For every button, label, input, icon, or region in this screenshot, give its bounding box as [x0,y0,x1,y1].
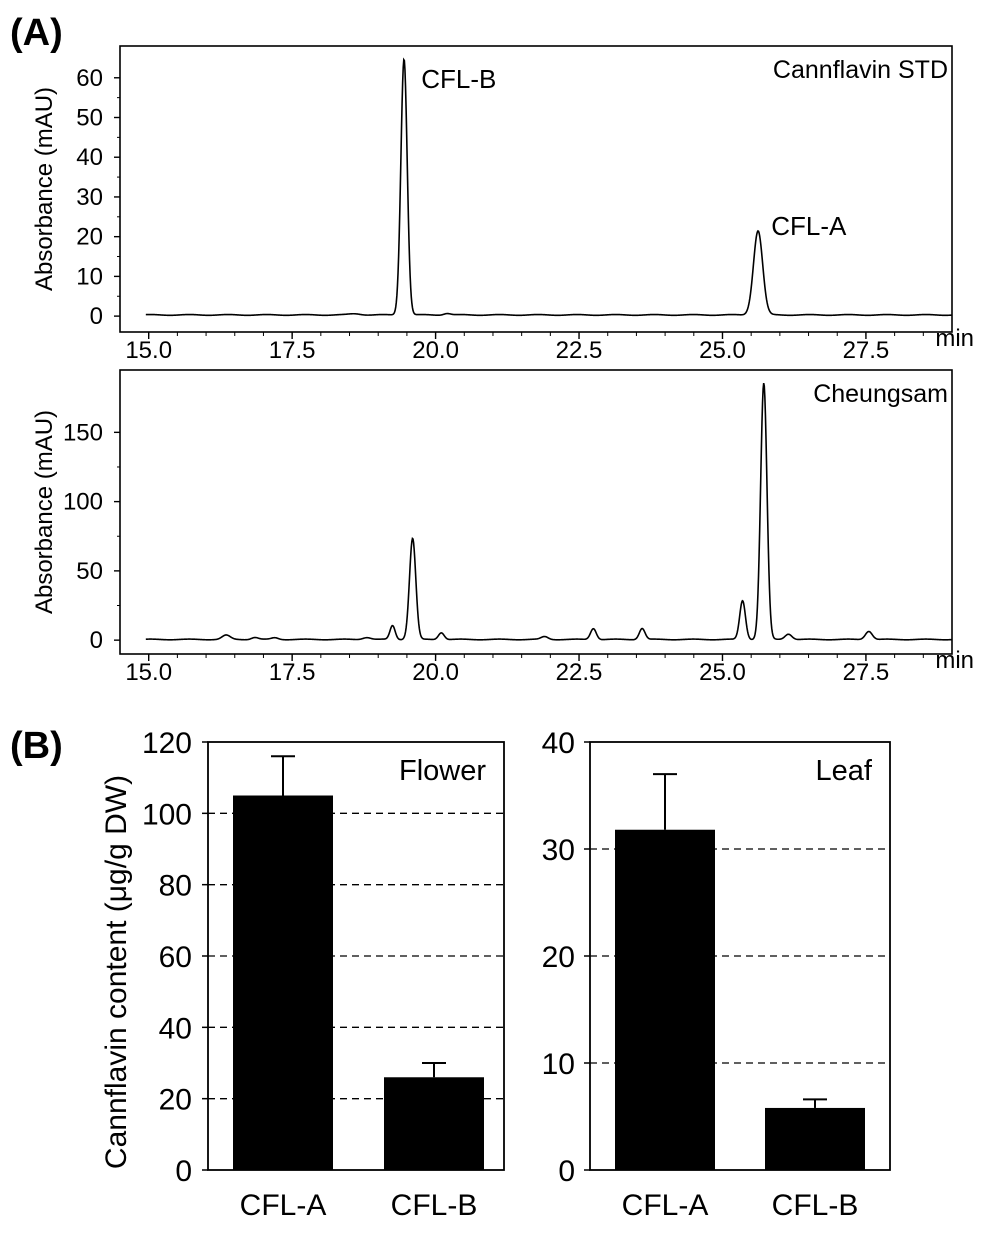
x-tick-label: 25.0 [699,337,746,364]
y-tick-label: 150 [63,419,103,446]
x-axis-label: min [935,647,974,674]
panel-label-b: (B) [10,725,63,767]
x-tick-label: 22.5 [556,659,603,686]
x-tick-label: 27.5 [843,659,890,686]
y-axis-label: Absorbance (mAU) [31,87,58,291]
x-tick-label: 17.5 [269,659,316,686]
chromatogram-cheungsam: 0 50 100 150 15.0 17.5 20.0 22.5 25.0 27.5 min Abso… [31,369,974,686]
x-tick-label: 25.0 [699,659,746,686]
x-tick-label: 20.0 [412,337,459,364]
chart-title: Flower [399,755,486,787]
x-axis-label: min [935,325,974,352]
y-tick-label: 100 [142,798,192,831]
chart-title: Cannflavin STD [773,56,948,84]
y-tick-label: 50 [76,558,103,585]
y-tick-label: 40 [76,144,103,171]
chart-title: Leaf [816,755,873,787]
bar-cfl-b [384,1077,484,1170]
bar-chart-leaf: CFL-A CFL-B 0 10 20 30 40 Leaf [542,727,891,1222]
peak-label: CFL-B [421,64,496,94]
y-tick-label: 10 [76,263,103,290]
y-axis-label: Cannflavin content (μg/g DW) [100,775,133,1169]
bar-cfl-a [233,795,333,1170]
plot-frame [119,45,953,333]
x-tick-label: 15.0 [125,659,172,686]
y-tick-label: 100 [63,489,103,516]
bar-cfl-a [615,829,715,1170]
y-tick-label: 50 [76,105,103,132]
peak-label: CFL-A [771,211,847,241]
category-label: CFL-A [622,1189,709,1222]
chromatogram-trace [145,57,953,317]
y-tick-label: 20 [542,941,575,974]
chromatogram-cannflavin-std: 0 10 20 30 40 50 60 15.0 17.5 20.0 22.5 25.0 27.5 min… [31,45,974,364]
bar-cfl-b [765,1107,865,1170]
y-tick-label: 20 [76,224,103,251]
y-tick-label: 120 [142,727,192,760]
x-tick-label: 17.5 [269,337,316,364]
category-label: CFL-B [391,1189,478,1222]
y-tick-label: 0 [558,1155,575,1188]
y-tick-label: 40 [542,727,575,760]
y-tick-label: 60 [76,65,103,92]
y-tick-label: 0 [90,303,103,330]
y-tick-label: 20 [159,1084,192,1117]
y-tick-label: 10 [542,1048,575,1081]
y-tick-label: 60 [159,941,192,974]
plot-frame [119,369,953,655]
category-label: CFL-A [240,1189,327,1222]
y-tick-label: 30 [76,184,103,211]
category-label: CFL-B [772,1189,859,1222]
x-tick-label: 15.0 [125,337,172,364]
y-tick-label: 0 [175,1155,192,1188]
panel-label-a: (A) [10,12,63,54]
y-tick-label: 40 [159,1012,192,1045]
y-axis-label: Absorbance (mAU) [31,410,58,614]
y-tick-label: 30 [542,834,575,867]
chart-title: Cheungsam [813,380,948,408]
y-tick-label: 80 [159,870,192,903]
chromatogram-trace [145,382,953,641]
x-tick-label: 20.0 [412,659,459,686]
x-tick-label: 27.5 [843,337,890,364]
bar-chart-flower: CFL-A CFL-B 0 20 40 60 80 100 120 Flower Cannflavi… [100,727,505,1222]
x-tick-label: 22.5 [556,337,603,364]
y-tick-label: 0 [90,627,103,654]
